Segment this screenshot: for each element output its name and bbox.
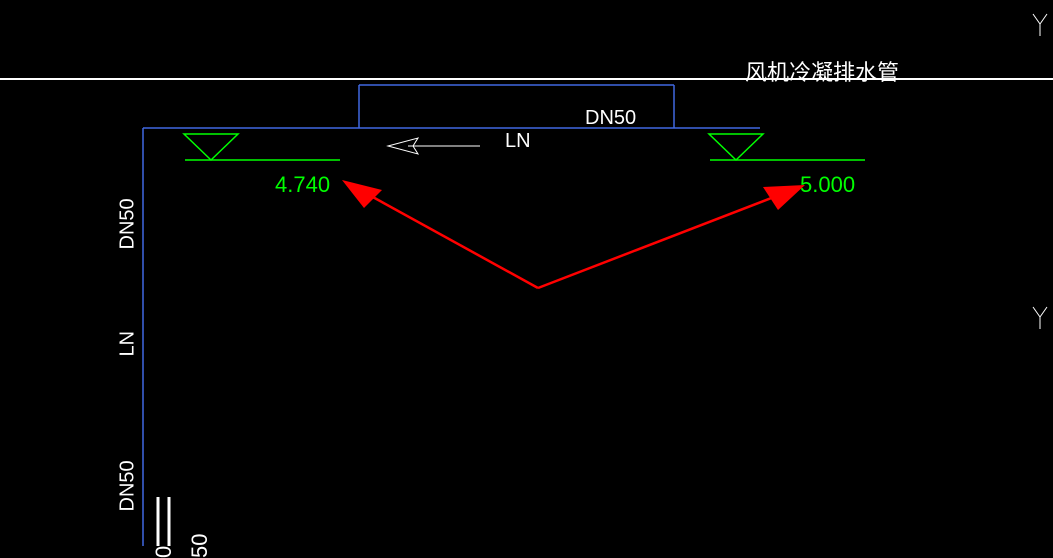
flow-arrow-icon [388, 138, 480, 154]
elevation-triangle-right [709, 134, 763, 160]
ln-vertical: LN [117, 331, 140, 357]
title-label: 风机冷凝排水管 [745, 55, 899, 87]
y-marker-mid [1033, 307, 1047, 329]
dn50-top-label: DN50 [585, 107, 636, 130]
red-arrow-right [538, 185, 805, 288]
label-0: 0 [151, 546, 177, 558]
elevation-left-value: 4.740 [275, 172, 330, 198]
dn50-vertical-2: DN50 [117, 460, 140, 511]
y-marker-top [1033, 14, 1047, 36]
red-arrow-left [342, 180, 538, 288]
elevation-right-value: 5.000 [800, 172, 855, 198]
dn50-vertical-1: DN50 [117, 198, 140, 249]
ln-center-label: LN [505, 130, 531, 153]
elevation-triangle-left [184, 134, 238, 160]
